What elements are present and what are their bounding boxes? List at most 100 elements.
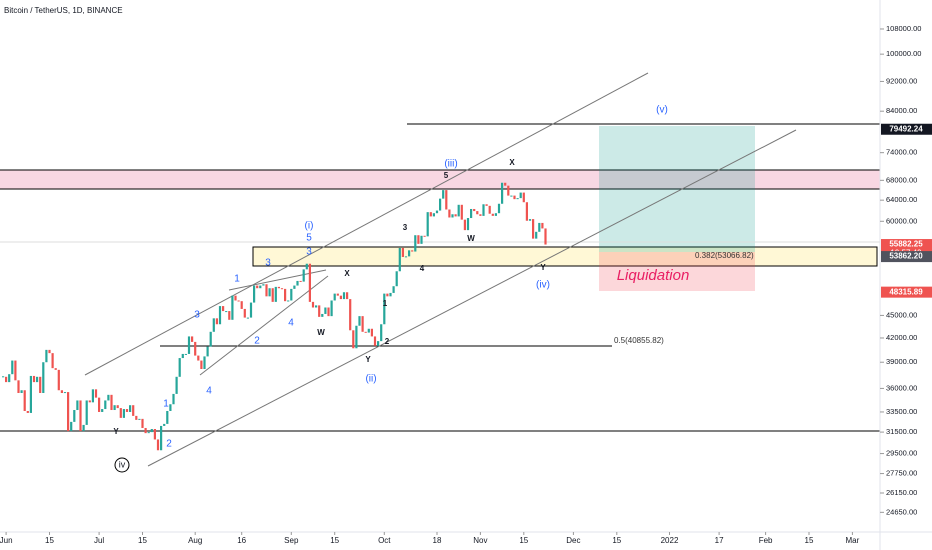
annotation: Y [113,427,119,436]
candle [305,263,308,270]
price-tag-label: 55882.25 [889,240,923,249]
candle [330,300,333,317]
candle [302,269,305,282]
candle [432,213,435,217]
annotation: Y [540,263,546,272]
candle [218,306,222,325]
candle [442,190,445,199]
candle [160,425,163,451]
candle [522,192,525,203]
x-tick-label: 15 [519,536,528,545]
candle [290,288,293,301]
candle [191,336,194,342]
candle [287,300,290,302]
annotation: W [317,328,325,337]
annotation: 2 [166,439,172,450]
annotation: Y [365,355,371,364]
x-tick-label: Jun [0,536,13,545]
candle [113,405,116,411]
annotation: 3 [403,223,408,232]
candle [181,353,184,359]
y-tick-label: 84000.00 [886,106,917,115]
candle [491,213,494,216]
candle [129,405,132,412]
annotation: 0.382(53066.82) [695,251,754,260]
y-tick-label: 27750.00 [886,469,917,478]
annotation: (v) [656,105,668,116]
candle [535,231,538,239]
candle [513,195,516,200]
x-tick-label: 15 [45,536,54,545]
candle [339,295,342,300]
candle [284,288,287,302]
candle [54,368,57,370]
candle [184,353,187,355]
x-tick-label: 15 [805,536,814,545]
price-tag [881,286,932,298]
candle [429,212,432,217]
price-tag [881,251,932,263]
candle [141,418,144,428]
candle [336,293,339,296]
candle [73,410,76,422]
candle [420,235,423,244]
annotation: (i) [305,221,314,232]
candle [23,390,26,411]
candle [42,362,45,393]
candle [318,305,321,317]
candle [200,360,203,370]
y-tick-label: 92000.00 [886,76,917,85]
y-tick-label: 29500.00 [886,449,917,458]
candle [494,213,497,216]
y-tick-label: 31500.00 [886,427,917,436]
candle [528,219,532,221]
y-tick-label: 108000.00 [886,24,921,33]
x-tick-label: Dec [566,536,580,545]
y-tick-label: 68000.00 [886,175,917,184]
candle [408,250,411,257]
candle [414,235,417,252]
x-tick-label: Sep [284,536,299,545]
candle [153,429,156,440]
candle [48,349,51,354]
candle [36,376,39,383]
x-tick-label: Jul [94,536,104,545]
candle [544,228,547,245]
candle [315,305,318,308]
candle [277,286,280,289]
candle [101,409,104,412]
price-tag-label: 53862.20 [889,252,923,261]
candle [280,288,284,290]
y-tick-label: 36000.00 [886,383,917,392]
candle [380,324,383,342]
candle [308,263,311,302]
candle [466,218,470,231]
candle [32,375,36,383]
candle [166,410,169,424]
candle [82,424,85,432]
candle [132,405,135,416]
annotation: 2 [254,336,260,347]
candle [122,409,125,418]
candle [234,295,237,301]
candle [426,212,429,237]
annotation: 1 [383,299,388,308]
y-tick-label: 45000.00 [886,310,917,319]
candle [358,316,361,326]
candle [203,356,206,370]
candle [342,292,346,300]
candle [249,302,253,318]
annotation: W [467,234,475,243]
candle [476,211,479,215]
candle [26,410,29,413]
candle [187,336,191,354]
candle [482,204,485,216]
candle [473,208,476,212]
candle [352,330,355,349]
annotation: 2 [385,337,390,346]
candle [11,360,14,375]
candle [104,400,107,410]
candle [5,376,8,383]
candle [268,288,271,297]
annotation: X [509,158,515,167]
